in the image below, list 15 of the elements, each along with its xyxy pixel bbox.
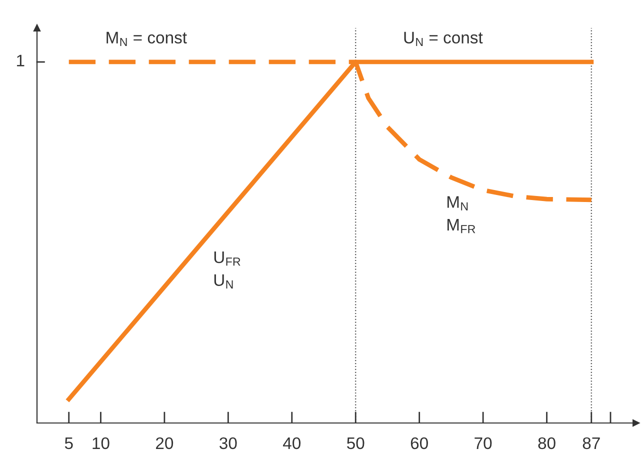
- text: 1: [17, 54, 24, 66]
- annotation: M$_{N}$ M$_{FR}$: [447, 196, 476, 234]
- x-tick-label: 87: [582, 437, 600, 450]
- x-tick-label: 60: [410, 437, 428, 450]
- x-tick-label: 20: [156, 437, 174, 450]
- x-tick-label: 80: [538, 437, 556, 450]
- x-tick-label: 40: [283, 437, 301, 450]
- x-tick-label: 30: [220, 437, 237, 450]
- annotation: U$_{FR}$ U$_{N}$: [214, 252, 240, 288]
- x-tick-label: 50: [347, 437, 364, 450]
- text: M$_{N}$ = const: [106, 32, 187, 46]
- x-tick-label: 70: [474, 437, 492, 450]
- text: U$_{N}$ = const: [404, 32, 483, 46]
- x-tick-label: 10: [92, 437, 110, 450]
- x-tick-label: 5: [64, 438, 73, 450]
